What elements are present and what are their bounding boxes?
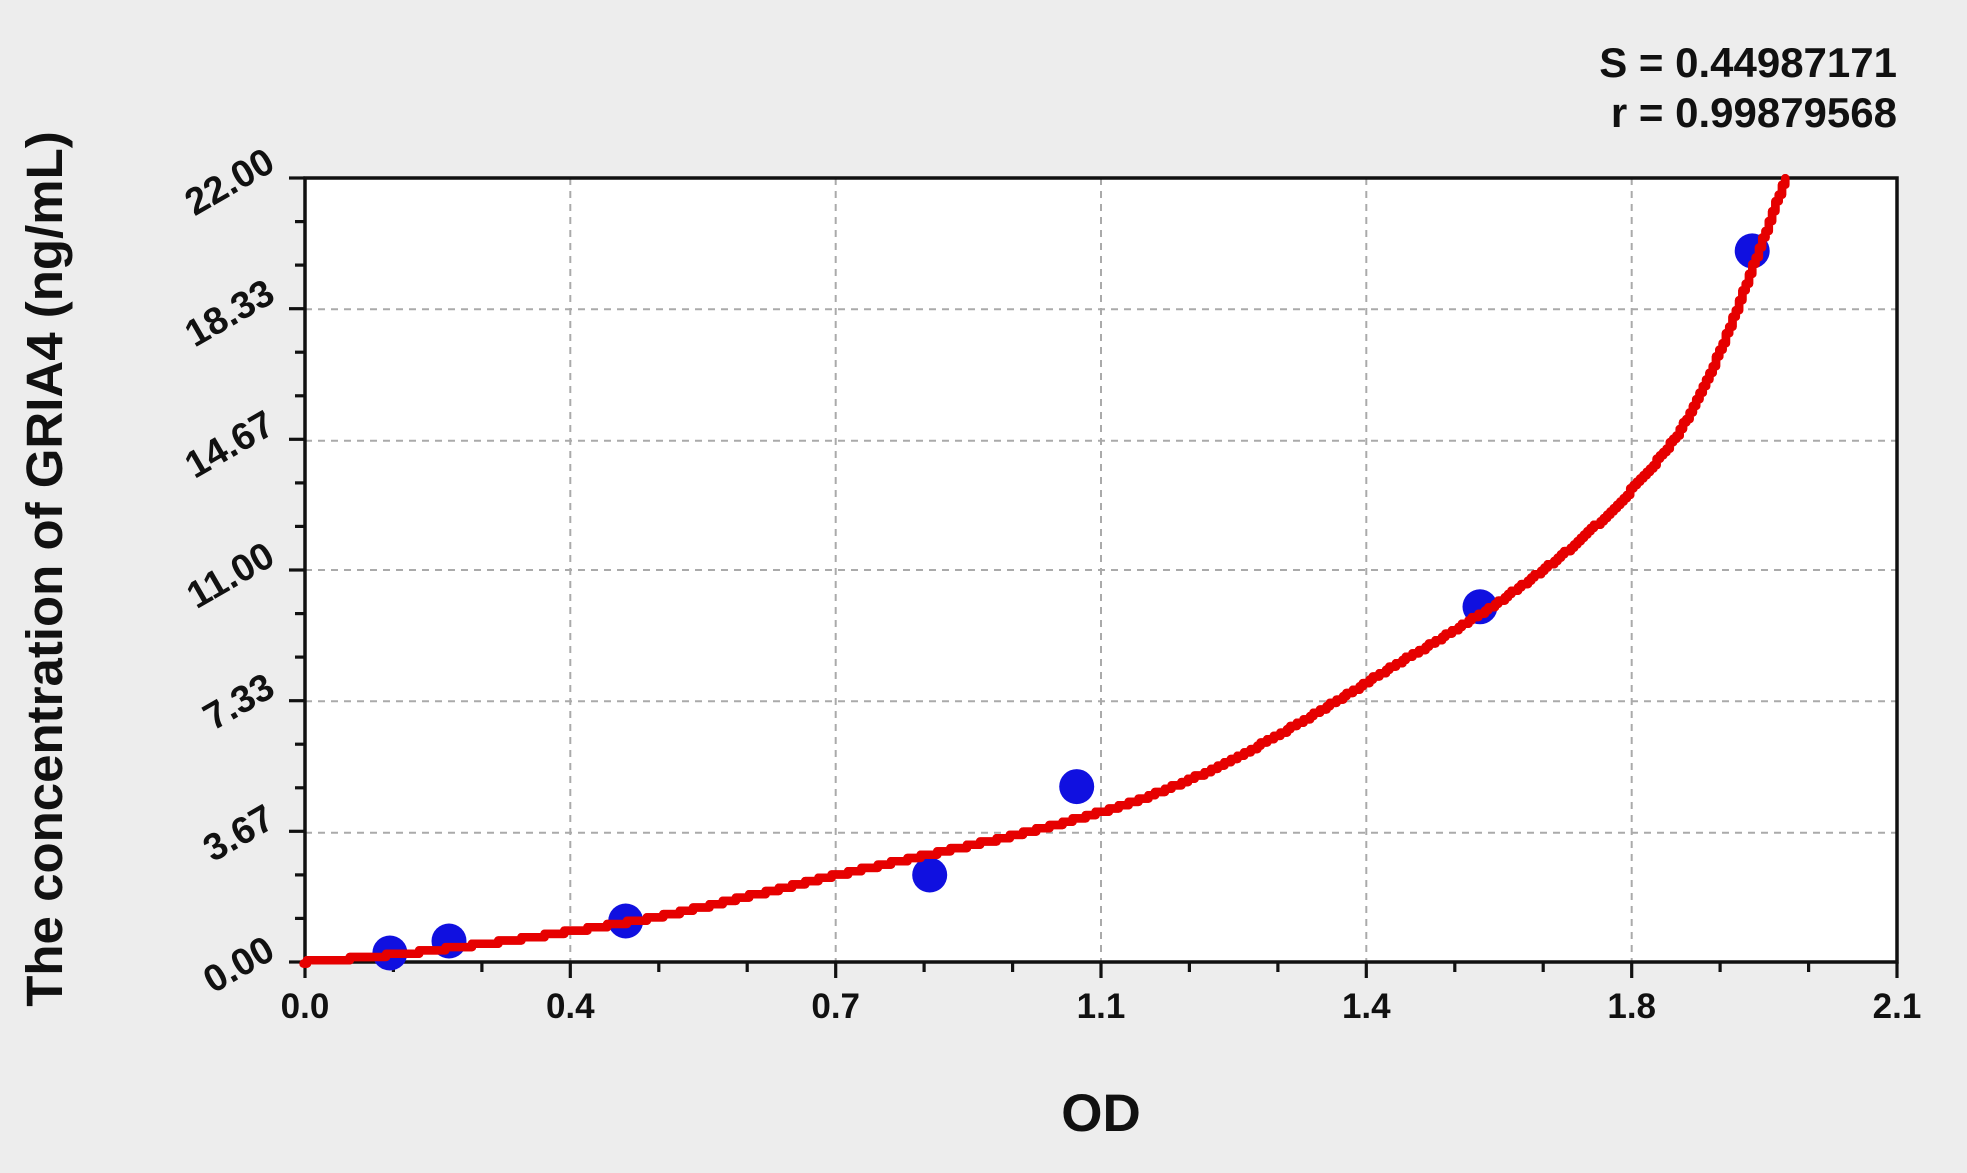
svg-text:1.4: 1.4	[1342, 987, 1391, 1026]
svg-text:1.8: 1.8	[1607, 987, 1656, 1026]
svg-text:2.1: 2.1	[1873, 987, 1922, 1026]
svg-text:The concentration of GRIA4 (ng: The concentration of GRIA4 (ng/mL)	[16, 131, 73, 1007]
svg-text:0.7: 0.7	[811, 987, 860, 1026]
svg-text:r = 0.99879568: r = 0.99879568	[1611, 89, 1897, 136]
svg-text:0.4: 0.4	[546, 987, 595, 1026]
svg-text:1.1: 1.1	[1077, 987, 1126, 1026]
svg-text:0.0: 0.0	[281, 987, 330, 1026]
svg-text:OD: OD	[1061, 1084, 1141, 1143]
svg-text:S = 0.44987171: S = 0.44987171	[1599, 39, 1897, 86]
